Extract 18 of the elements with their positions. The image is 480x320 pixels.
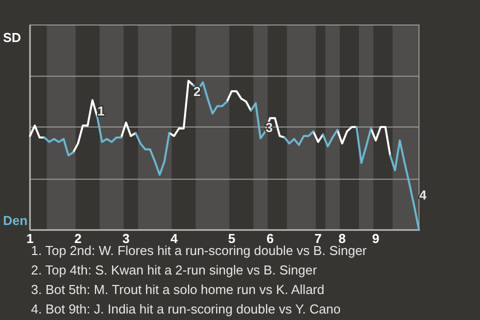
x-tick-label: 6 — [266, 231, 274, 246]
text: SD — [3, 30, 22, 45]
x-tick-label: 5 — [228, 231, 236, 246]
text: Den — [3, 213, 28, 228]
x-tick-label: 7 — [314, 231, 322, 246]
text: 3. Bot 5th: M. Trout hit a solo home run vs K. Allard — [31, 282, 324, 297]
annotation: 1 — [97, 104, 105, 119]
x-tick-label: 1 — [26, 231, 34, 246]
text: 1. Top 2nd: W. Flores hit a run-scoring double vs B. Singer — [31, 243, 368, 258]
text: 4. Bot 9th: J. India hit a run-scoring double vs Y. Cano — [31, 302, 341, 316]
x-tick-label: 8 — [338, 231, 346, 246]
x-tick-label: 2 — [74, 231, 82, 246]
annotation: 2 — [193, 84, 201, 100]
x-tick-label: 9 — [372, 231, 380, 246]
x-tick-label: 4 — [170, 231, 178, 246]
text: 2. Top 4th: S. Kwan hit a 2-run single vs B. Singer — [31, 262, 318, 278]
x-tick-label: 3 — [122, 231, 130, 246]
text: 4 — [419, 188, 428, 203]
